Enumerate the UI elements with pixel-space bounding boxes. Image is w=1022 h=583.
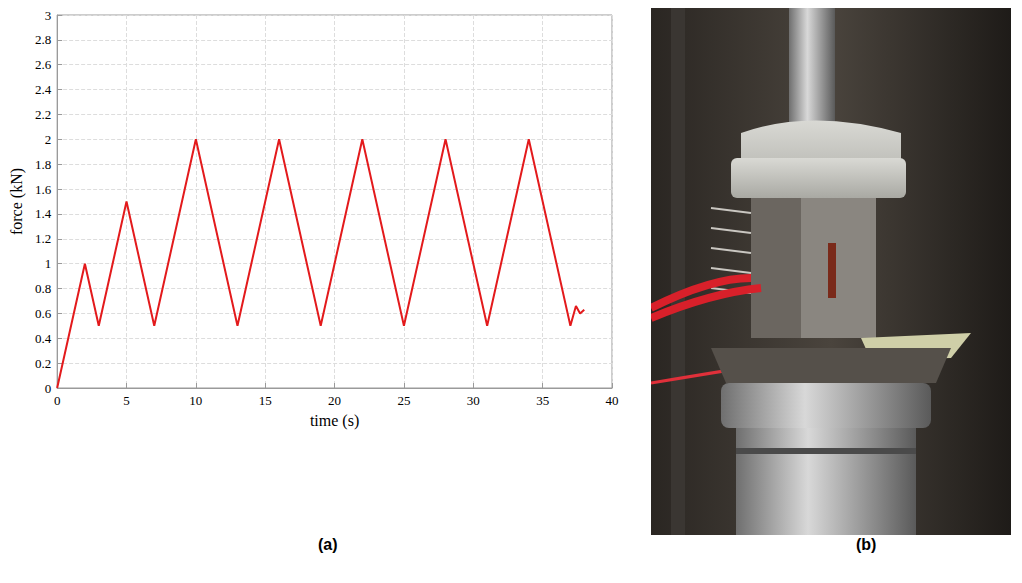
svg-text:1.8: 1.8 xyxy=(35,157,51,172)
svg-text:1: 1 xyxy=(45,256,52,271)
svg-text:2.2: 2.2 xyxy=(35,107,51,122)
svg-text:0.8: 0.8 xyxy=(35,281,51,296)
svg-text:3: 3 xyxy=(45,8,52,23)
svg-text:time (s): time (s) xyxy=(310,412,359,430)
svg-text:force (kN): force (kN) xyxy=(8,168,26,235)
svg-text:5: 5 xyxy=(123,393,130,408)
svg-text:2.6: 2.6 xyxy=(35,57,52,72)
svg-text:2.8: 2.8 xyxy=(35,32,51,47)
svg-text:15: 15 xyxy=(259,393,272,408)
svg-text:1.4: 1.4 xyxy=(35,206,52,221)
svg-text:2: 2 xyxy=(45,132,52,147)
svg-text:10: 10 xyxy=(189,393,202,408)
svg-text:25: 25 xyxy=(397,393,410,408)
svg-text:2.4: 2.4 xyxy=(35,82,52,97)
svg-text:0: 0 xyxy=(54,393,61,408)
svg-text:35: 35 xyxy=(536,393,549,408)
svg-text:0: 0 xyxy=(45,381,52,396)
svg-text:40: 40 xyxy=(606,393,619,408)
svg-text:1.6: 1.6 xyxy=(35,182,52,197)
svg-text:1.2: 1.2 xyxy=(35,231,51,246)
svg-text:0.2: 0.2 xyxy=(35,356,51,371)
html-text:(b): (b) xyxy=(856,536,877,553)
svg-text:30: 30 xyxy=(467,393,480,408)
svg-text:0.6: 0.6 xyxy=(35,306,52,321)
html-text:(a): (a) xyxy=(318,536,338,553)
svg-text:0.4: 0.4 xyxy=(35,331,52,346)
svg-text:20: 20 xyxy=(328,393,341,408)
